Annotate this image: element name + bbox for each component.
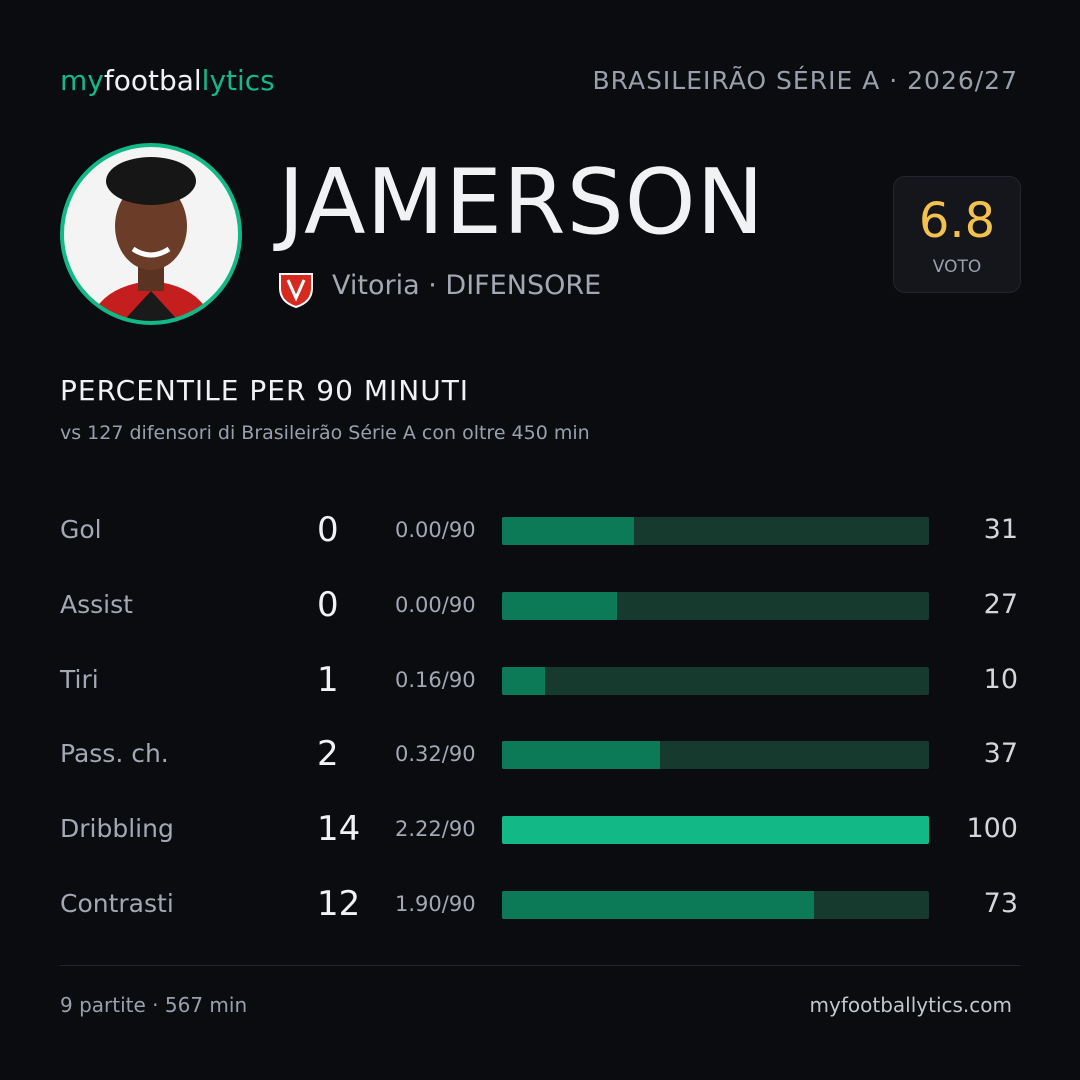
brand-lytics: lytics: [201, 64, 275, 97]
stat-percentile: 100: [966, 813, 1018, 845]
rating-box: 6.8 VOTO: [893, 176, 1021, 293]
stat-per90: 2.22/90: [395, 817, 476, 842]
footer-site: myfootballytics.com: [809, 993, 1012, 1017]
stat-percentile: 27: [983, 588, 1018, 620]
stat-label: Assist: [60, 589, 133, 619]
player-photo: [60, 143, 242, 325]
rating-value: 6.8: [918, 193, 996, 249]
brand-my: my: [60, 64, 104, 97]
stat-per90: 0.00/90: [395, 592, 476, 617]
stat-per90: 0.32/90: [395, 742, 476, 767]
bar: [502, 816, 929, 845]
bar-track: [502, 666, 929, 695]
divider: [60, 965, 1020, 966]
stat-total: 12: [317, 884, 361, 924]
bar-track: [502, 891, 929, 919]
section-subtitle: vs 127 difensori di Brasileirão Série A …: [60, 422, 590, 444]
team: Vitoria: [332, 270, 420, 301]
stat-per90: 1.90/90: [395, 892, 476, 916]
player-name: JAMERSON: [278, 150, 765, 255]
stat-label: Pass. ch.: [60, 739, 169, 769]
stat-label: Contrasti: [60, 889, 174, 918]
bar-track: [502, 741, 929, 770]
bar: [502, 666, 545, 695]
stat-percentile: 73: [983, 888, 1018, 919]
stat-total: 14: [317, 809, 361, 850]
stat-label: Gol: [60, 515, 102, 544]
team-badge: [279, 273, 313, 308]
position: · DIFENSORE: [428, 270, 602, 301]
bar: [502, 517, 635, 545]
stat-per90: 0.00/90: [395, 518, 476, 542]
team-line: Vitoria · DIFENSORE: [332, 270, 601, 301]
stat-per90: 0.16/90: [395, 667, 476, 692]
stat-percentile: 10: [983, 663, 1018, 695]
brand-football: footbal: [103, 64, 202, 97]
competition: BRASILEIRÃO SÉRIE A · 2026/27: [592, 66, 1018, 95]
bar-track: [502, 517, 929, 545]
bar-track: [502, 591, 929, 620]
bar: [502, 741, 660, 770]
bar: [502, 891, 814, 919]
rating-label: VOTO: [932, 257, 982, 277]
stat-total: 0: [317, 584, 339, 625]
brand: myfootballytics: [60, 64, 275, 97]
bar: [502, 591, 618, 620]
stat-label: Tiri: [60, 664, 99, 694]
stat-label: Dribbling: [60, 814, 174, 844]
stat-total: 2: [317, 734, 339, 775]
stat-percentile: 37: [983, 738, 1018, 770]
stat-total: 0: [317, 510, 339, 550]
bar-track: [502, 816, 929, 845]
stat-total: 1: [317, 659, 339, 700]
stat-percentile: 31: [983, 514, 1018, 545]
section-title: PERCENTILE PER 90 MINUTI: [60, 374, 470, 407]
footer-summary: 9 partite · 567 min: [60, 993, 248, 1017]
